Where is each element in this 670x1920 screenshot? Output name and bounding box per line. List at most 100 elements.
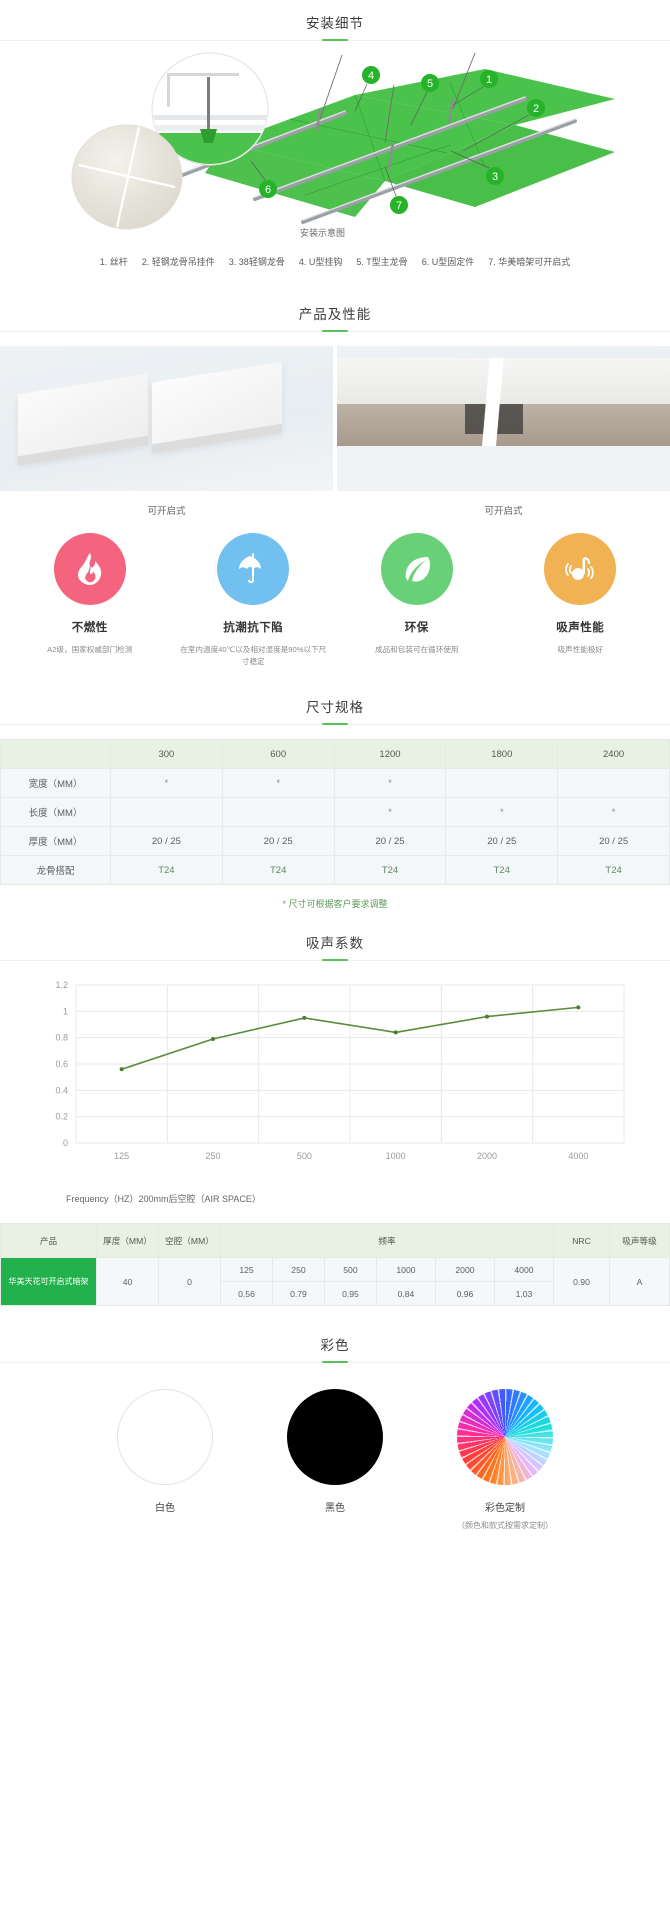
svg-text:500: 500 [297,1151,312,1161]
row-label-width: 宽度（MM） [0,768,111,798]
section-color-header: 彩色 [0,1306,670,1363]
table-row: 宽度（MM） * * * [0,768,670,798]
flame-icon [77,553,101,585]
svg-text:0.6: 0.6 [55,1059,68,1069]
section-divider [0,723,670,725]
absorption-line-chart: 0 0.2 0.4 0.6 0.8 1 1.2 125 250 500 1000 2000 4000 [55,980,625,1161]
table-row-frequencies: 华美天花可开启式暗架 40 0 125 250 500 1000 2000 40… [0,1257,670,1306]
feature-desc: 在室内温度40℃以及相对湿度是90%以下尺寸稳定 [180,645,327,666]
legend-item: 1. 丝杆 [99,257,128,267]
cell: 20 / 25 [110,826,223,856]
feature-name: 不燃性 [71,622,108,634]
size-col-blank [0,739,111,769]
color-options: 白色 黑色 彩色定制 （颜色和款式按需求定制） [0,1389,670,1531]
feature-item-fireproof: 不燃性 A2级，国家权威部门检测 [8,533,172,668]
cell [557,768,670,798]
product-photo-cell: 可开启式 [337,346,670,517]
cell-freq: 500 [323,1257,377,1282]
svg-text:3: 3 [492,171,498,183]
product-photo-cell: 可开启式 [0,346,333,517]
row-label-length: 长度（MM） [0,797,111,827]
cell-cavity: 0 [158,1257,221,1306]
legend-item: 3. 38轻钢龙骨 [228,257,285,267]
cell-coeff: 0.84 [375,1281,436,1306]
feature-circle [380,533,453,605]
cell: 20 / 25 [445,826,559,856]
header-thickness: 厚度（MM） [96,1223,159,1258]
feature-row: 不燃性 A2级，国家权威部门检测 抗潮抗下陷 在室内温度40℃以及相对湿度是90… [0,533,670,668]
cell: * [333,768,447,798]
size-table-note: * 尺寸可根据客户要求调整 [282,899,388,909]
section-accent-bar [322,39,348,41]
svg-text:4000: 4000 [568,1151,588,1161]
color-swatch-fan-deck [457,1389,553,1485]
svg-text:125: 125 [114,1151,129,1161]
section-acoustic-header: 吸声系数 [0,910,670,961]
cell: * [333,797,447,827]
product-photo-row: 可开启式 可开启式 [0,346,670,517]
cell: T24 [110,855,223,885]
svg-text:0.2: 0.2 [55,1112,68,1122]
section-size-header: 尺寸规格 [0,668,670,725]
color-label: 彩色定制 [485,1503,525,1514]
svg-text:1: 1 [63,1006,68,1016]
section-color-title: 彩色 [320,1338,350,1353]
color-option-black[interactable]: 黑色 [270,1389,400,1531]
color-swatch-white [117,1389,213,1485]
color-option-white[interactable]: 白色 [100,1389,230,1531]
absorption-chart: 0 0.2 0.4 0.6 0.8 1 1.2 125 250 500 1000 2000 4000 … [0,971,670,1205]
feature-name: 抗潮抗下陷 [223,622,284,634]
data-points [119,1005,581,1072]
cell-coeff: 0.79 [271,1281,325,1306]
product-photo-profile [337,346,670,491]
svg-text:4: 4 [368,70,374,82]
section-divider [0,330,670,332]
cell-coeff: 0.96 [434,1281,495,1306]
color-swatch-black [287,1389,383,1485]
cell-freq: 4000 [493,1257,555,1282]
feature-circle [544,533,617,605]
cell-coeff: 1.03 [493,1281,555,1306]
svg-text:5: 5 [427,78,433,90]
diagram-caption: 安装示意图 [300,227,345,238]
data-series-line [121,1006,579,1071]
svg-text:2000: 2000 [477,1151,497,1161]
table-row: 长度（MM） * * * [0,797,670,827]
profile-base [337,446,670,491]
table-row-coefficients: 0.56 0.79 0.95 0.84 0.96 1.03 [1,1281,670,1306]
cell-freq: 1000 [375,1257,436,1282]
svg-text:1000: 1000 [386,1151,406,1161]
color-label: 白色 [155,1503,175,1514]
svg-text:0.8: 0.8 [55,1033,68,1043]
section-divider [0,1361,670,1363]
svg-text:7: 7 [396,200,402,212]
section-acoustic-title: 吸声系数 [306,936,364,951]
section-divider [0,39,670,41]
cell-grade: A [609,1257,670,1306]
cell: 20 / 25 [333,826,447,856]
feature-desc: 吸声性能极好 [557,645,604,654]
color-option-custom[interactable]: 彩色定制 （颜色和款式按需求定制） [440,1389,570,1531]
cell: T24 [333,855,447,885]
color-sublabel: （颜色和款式按需求定制） [457,1521,553,1530]
cell: * [557,797,670,827]
svg-text:250: 250 [205,1151,220,1161]
cell-nrc: 0.90 [553,1257,610,1306]
header-nrc: NRC [553,1223,610,1258]
section-install-header: 安装细节 [0,0,670,41]
size-col-1800: 1800 [445,739,559,769]
table-header-row: 300 600 1200 1800 2400 [0,739,670,769]
cell: * [445,797,559,827]
sound-note-icon [565,556,595,580]
chart-x-axis-label: Frequency（HZ）200mm后空腔（AIR SPACE） [66,1194,261,1204]
legend-item: 4. U型挂钩 [298,257,343,267]
row-label-thickness: 厚度（MM） [0,826,111,856]
cell-product: 华美天花可开启式暗架 [0,1257,97,1306]
cell-freq: 125 [220,1257,273,1282]
legend-item: 5. T型主龙骨 [356,257,408,267]
size-spec-table: 300 600 1200 1800 2400 宽度（MM） * * * 长度（M… [0,739,670,885]
cell-coeff: 0.56 [220,1281,273,1306]
cell: * [110,768,223,798]
color-label: 黑色 [325,1503,345,1514]
feature-item-acoustic: 吸声性能 吸声性能极好 [499,533,663,668]
